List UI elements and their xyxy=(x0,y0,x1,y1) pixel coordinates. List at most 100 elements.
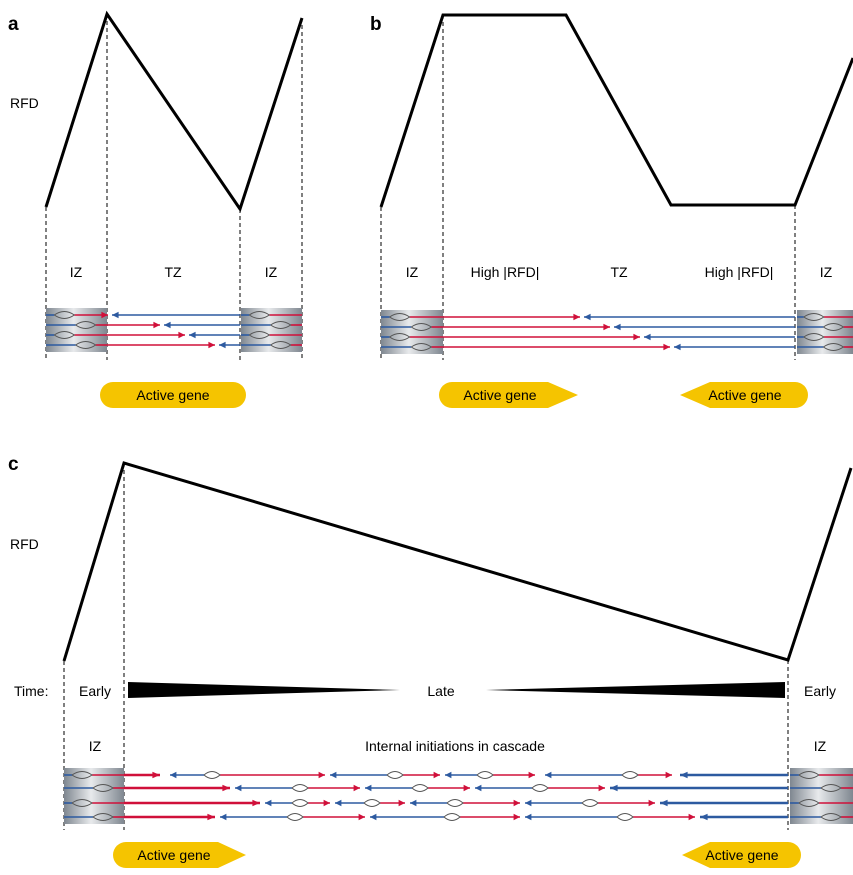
replication-bubble xyxy=(92,813,114,821)
fork-arrowhead xyxy=(603,323,610,331)
fork-arrowhead xyxy=(598,784,605,792)
fork-arrowhead xyxy=(370,813,377,821)
panel-a-rfd-profile xyxy=(44,10,304,213)
panel-b-boundaries xyxy=(380,15,796,360)
panel-b-zone-tz: TZ xyxy=(610,264,628,280)
replication-bubble xyxy=(411,323,433,331)
replication-bubble xyxy=(446,799,464,807)
panel-c: c RFD Time: Early Late Early IZ Internal… xyxy=(8,454,853,868)
fork-arrowhead xyxy=(164,321,171,329)
fork-arrowhead xyxy=(178,331,185,339)
gene-arrow-right xyxy=(439,382,578,408)
replication-bubble xyxy=(54,331,76,339)
replication-bubble xyxy=(75,341,97,349)
fork-arrowhead xyxy=(525,799,532,807)
replication-bubble xyxy=(75,321,97,329)
fork-arrowhead xyxy=(101,311,108,319)
fork-arrowhead xyxy=(644,333,651,341)
panel-b-zone-high-rfd-left: High |RFD| xyxy=(471,264,540,280)
panel-a-letter: a xyxy=(8,14,19,35)
panel-c-active-gene-right-arrow: Active gene xyxy=(113,842,246,868)
fork-arrowhead xyxy=(219,341,226,349)
fork-arrowhead xyxy=(189,331,196,339)
fork-arrowhead xyxy=(170,771,177,779)
replication-bubble xyxy=(798,799,820,807)
replication-bubble xyxy=(270,321,292,329)
initiation-zone-block xyxy=(64,768,124,824)
panel-c-gene-label-2: Active gene xyxy=(705,847,778,863)
fork-arrowhead xyxy=(330,771,337,779)
panel-c-late: Late xyxy=(427,683,454,699)
replication-bubble xyxy=(386,771,404,779)
panel-c-active-gene-left-arrow: Active gene xyxy=(682,842,801,868)
replication-bubble xyxy=(411,784,429,792)
panel-c-replication-forks xyxy=(64,768,853,824)
replication-bubble xyxy=(823,323,845,331)
replication-bubble xyxy=(291,799,309,807)
panel-b-active-gene-right-arrow: Active gene xyxy=(439,382,578,408)
panel-a-rfd-label: RFD xyxy=(10,95,39,111)
panel-c-early-left: Early xyxy=(79,683,111,699)
fork-arrowhead xyxy=(235,784,242,792)
fork-arrowhead xyxy=(545,771,552,779)
panel-b-letter: b xyxy=(370,14,382,35)
fork-arrowhead xyxy=(584,313,591,321)
replication-bubble xyxy=(71,771,93,779)
replication-bubble xyxy=(270,341,292,349)
replication-bubble xyxy=(54,311,76,319)
replication-bubble xyxy=(389,313,411,321)
replication-bubble xyxy=(616,813,634,821)
replication-bubble xyxy=(71,799,93,807)
fork-arrowhead xyxy=(663,343,670,351)
fork-arrowhead xyxy=(475,784,482,792)
fork-arrowhead xyxy=(153,321,160,329)
fork-arrowhead xyxy=(323,799,330,807)
panel-b-zone-high-rfd-right: High |RFD| xyxy=(705,264,774,280)
replication-bubble xyxy=(249,311,271,319)
timing-wedge-right xyxy=(486,682,785,698)
panel-a-zone-iz-right: IZ xyxy=(265,264,278,280)
panel-c-gene-label-1: Active gene xyxy=(137,847,210,863)
replication-bubble xyxy=(531,784,549,792)
fork-arrowhead xyxy=(688,813,695,821)
panel-b-replication-forks xyxy=(381,310,853,354)
fork-arrowhead xyxy=(222,784,230,792)
fork-arrowhead xyxy=(318,771,325,779)
fork-arrowhead xyxy=(525,813,532,821)
fork-arrowhead xyxy=(528,771,535,779)
panel-c-internal-initiations: Internal initiations in cascade xyxy=(365,738,545,754)
panel-a-gene-label: Active gene xyxy=(136,387,209,403)
fork-arrowhead xyxy=(610,784,618,792)
replication-bubble xyxy=(443,813,461,821)
replication-bubble xyxy=(476,771,494,779)
gene-box xyxy=(100,382,246,408)
gene-arrow-left xyxy=(682,842,801,868)
replication-bubble xyxy=(803,333,825,341)
replication-bubble xyxy=(203,771,221,779)
fork-arrowhead xyxy=(463,784,470,792)
replication-bubble xyxy=(363,799,381,807)
fork-arrowhead xyxy=(648,799,655,807)
panel-c-rfd-profile xyxy=(62,461,853,662)
fork-arrowhead xyxy=(433,771,440,779)
fork-arrowhead xyxy=(112,311,119,319)
fork-arrowhead xyxy=(353,784,360,792)
gene-arrow-left xyxy=(680,382,808,408)
panel-b: b IZ High |RFD| TZ High |RFD| IZ Active … xyxy=(370,13,853,408)
fork-arrowhead xyxy=(358,813,365,821)
fork-arrowhead xyxy=(335,799,342,807)
replication-bubble xyxy=(581,799,599,807)
panel-b-gene-label-1: Active gene xyxy=(463,387,536,403)
fork-arrowhead xyxy=(513,813,520,821)
panel-c-letter: c xyxy=(8,454,19,475)
panel-c-zone-iz-left: IZ xyxy=(89,738,102,754)
replication-bubble xyxy=(803,313,825,321)
replication-bubble xyxy=(621,771,639,779)
panel-c-zone-iz-right: IZ xyxy=(814,738,827,754)
replication-bubble xyxy=(249,331,271,339)
fork-arrowhead xyxy=(665,771,672,779)
replication-bubble xyxy=(389,333,411,341)
fork-arrowhead xyxy=(220,813,227,821)
panel-b-active-gene-left-arrow: Active gene xyxy=(680,382,808,408)
